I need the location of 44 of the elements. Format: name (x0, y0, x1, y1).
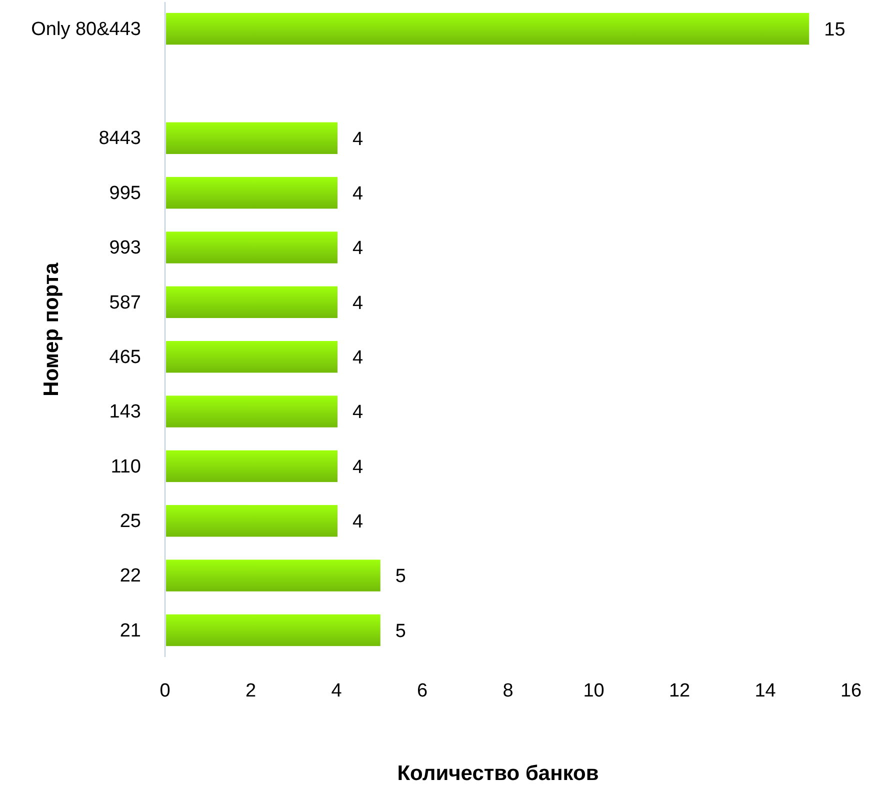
data-label: 4 (352, 238, 364, 260)
bar (166, 396, 338, 428)
bar (166, 505, 338, 537)
y-tick-label: 993 (109, 238, 141, 259)
x-tick-label: 12 (668, 680, 690, 702)
y-tick-label: 21 (120, 620, 141, 642)
y-tick-label: 22 (120, 566, 141, 587)
data-label: 4 (352, 347, 364, 368)
y-tick-label: 25 (120, 510, 141, 532)
data-label: 4 (352, 183, 364, 204)
x-tick-label: 10 (583, 680, 604, 702)
bar (166, 12, 810, 45)
y-tick-label: 143 (109, 402, 141, 423)
data-label: 4 (352, 402, 364, 424)
x-tick-label: 16 (840, 680, 862, 702)
y-tick-label: 8443 (98, 128, 141, 150)
bar (166, 286, 338, 318)
y-tick-label: Only 80&443 (31, 18, 141, 40)
y-axis-title: Номер порта (40, 262, 63, 396)
data-label: 4 (352, 512, 364, 533)
bar (166, 450, 338, 482)
y-tick-label: 587 (109, 292, 141, 314)
data-label: 15 (824, 19, 846, 40)
x-tick-label: 0 (160, 680, 170, 702)
x-tick-label: 8 (502, 680, 514, 702)
x-tick-label: 4 (331, 680, 342, 702)
bar (166, 340, 338, 373)
bar (166, 560, 380, 592)
y-tick-label: 110 (110, 456, 141, 478)
bar (166, 122, 338, 154)
data-label: 4 (352, 292, 364, 314)
data-label: 4 (352, 128, 364, 150)
x-tick-label: 2 (245, 680, 256, 702)
bar (166, 614, 380, 646)
x-tick-label: 14 (754, 680, 776, 702)
y-tick-label: 995 (109, 182, 141, 204)
bar (166, 176, 338, 209)
x-axis-title: Количество банков (397, 762, 599, 785)
data-label: 5 (395, 620, 406, 642)
data-label: 5 (395, 566, 406, 588)
y-tick-label: 465 (109, 346, 141, 368)
bar (166, 232, 338, 264)
data-label: 4 (352, 456, 364, 478)
x-tick-label: 6 (416, 680, 428, 702)
